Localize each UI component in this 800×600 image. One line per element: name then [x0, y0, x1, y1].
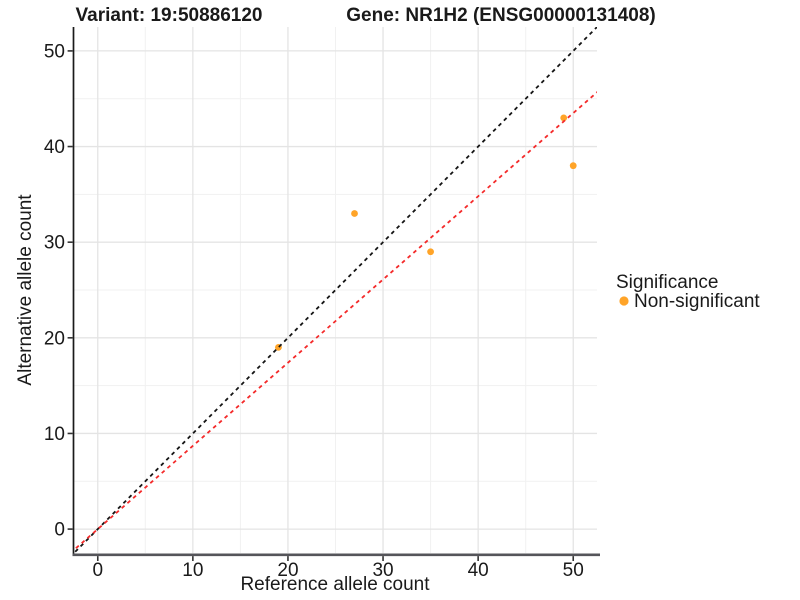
legend: Significance Non-significant: [616, 272, 760, 312]
identity-line: [74, 27, 597, 553]
y-tick-label: 50: [44, 41, 65, 62]
y-tick-label: 10: [44, 424, 65, 445]
y-axis-title: Alternative allele count: [15, 194, 36, 386]
data-point: [351, 210, 358, 217]
y-tick-label: 0: [54, 520, 65, 541]
x-tick-label: 0: [92, 560, 103, 581]
gridlines: [74, 27, 597, 553]
legend-item-label: Non-significant: [634, 291, 760, 312]
legend-title: Significance: [616, 272, 718, 293]
x-axis-title: Reference allele count: [240, 574, 430, 595]
y-tick-label: 30: [44, 233, 65, 254]
data-point: [569, 162, 577, 170]
data-point: [427, 248, 434, 256]
data-point: [560, 114, 568, 122]
axis-ticks: [67, 50, 575, 561]
x-tick-label: 30: [372, 560, 393, 581]
plot-title-variant: Variant: 19:50886120: [76, 5, 263, 26]
y-tick-label: 20: [44, 328, 65, 349]
data-points: [275, 114, 577, 351]
legend-item-non-significant: Non-significant: [619, 291, 760, 312]
x-tick-label: 20: [277, 560, 298, 581]
x-tick-label: 40: [468, 560, 489, 581]
legend-swatch-icon: [619, 296, 629, 306]
x-tick-label: 50: [563, 560, 584, 581]
reference-lines: [74, 27, 597, 553]
axis-tick-labels: 0 10 20 30 40 50 0 10 20 30 40 50: [44, 41, 584, 581]
y-tick-label: 40: [44, 137, 65, 158]
fit-line: [74, 91, 597, 552]
plot-title-gene: Gene: NR1H2 (ENSG00000131408): [346, 5, 655, 26]
x-tick-label: 10: [182, 560, 203, 581]
